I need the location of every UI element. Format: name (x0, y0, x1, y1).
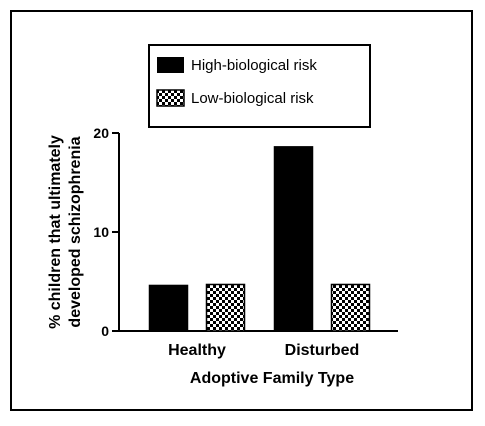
y-axis-title-line-1: % children that ultimately (47, 135, 64, 329)
y-tick-label-0: 0 (101, 323, 109, 339)
legend-label-low-risk: Low-biological risk (191, 90, 314, 107)
bar-disturbed-high-risk (273, 146, 314, 332)
legend: High-biological risk Low-biological risk (148, 44, 371, 128)
bar-healthy-low-risk (205, 283, 246, 332)
legend-box (148, 44, 371, 128)
plot-area: 0 10 20 Healthy Disturbed (93, 125, 398, 359)
y-tick-label-10: 10 (93, 224, 109, 240)
bar-healthy-high-risk (148, 284, 189, 332)
y-axis-title-line-2: developed schizophrenia (67, 136, 84, 327)
x-tick-label-healthy: Healthy (168, 342, 226, 359)
legend-label-high-risk: High-biological risk (191, 57, 317, 74)
chart-frame (10, 10, 473, 411)
y-axis-title: % children that ultimately developed sch… (47, 135, 84, 329)
bar-disturbed-low-risk (330, 283, 371, 332)
x-axis-title: Adoptive Family Type (190, 370, 354, 387)
x-tick-label-disturbed: Disturbed (285, 342, 360, 359)
legend-swatch-low-risk (156, 89, 185, 107)
y-tick-label-20: 20 (93, 125, 109, 141)
legend-swatch-high-risk (157, 57, 184, 73)
